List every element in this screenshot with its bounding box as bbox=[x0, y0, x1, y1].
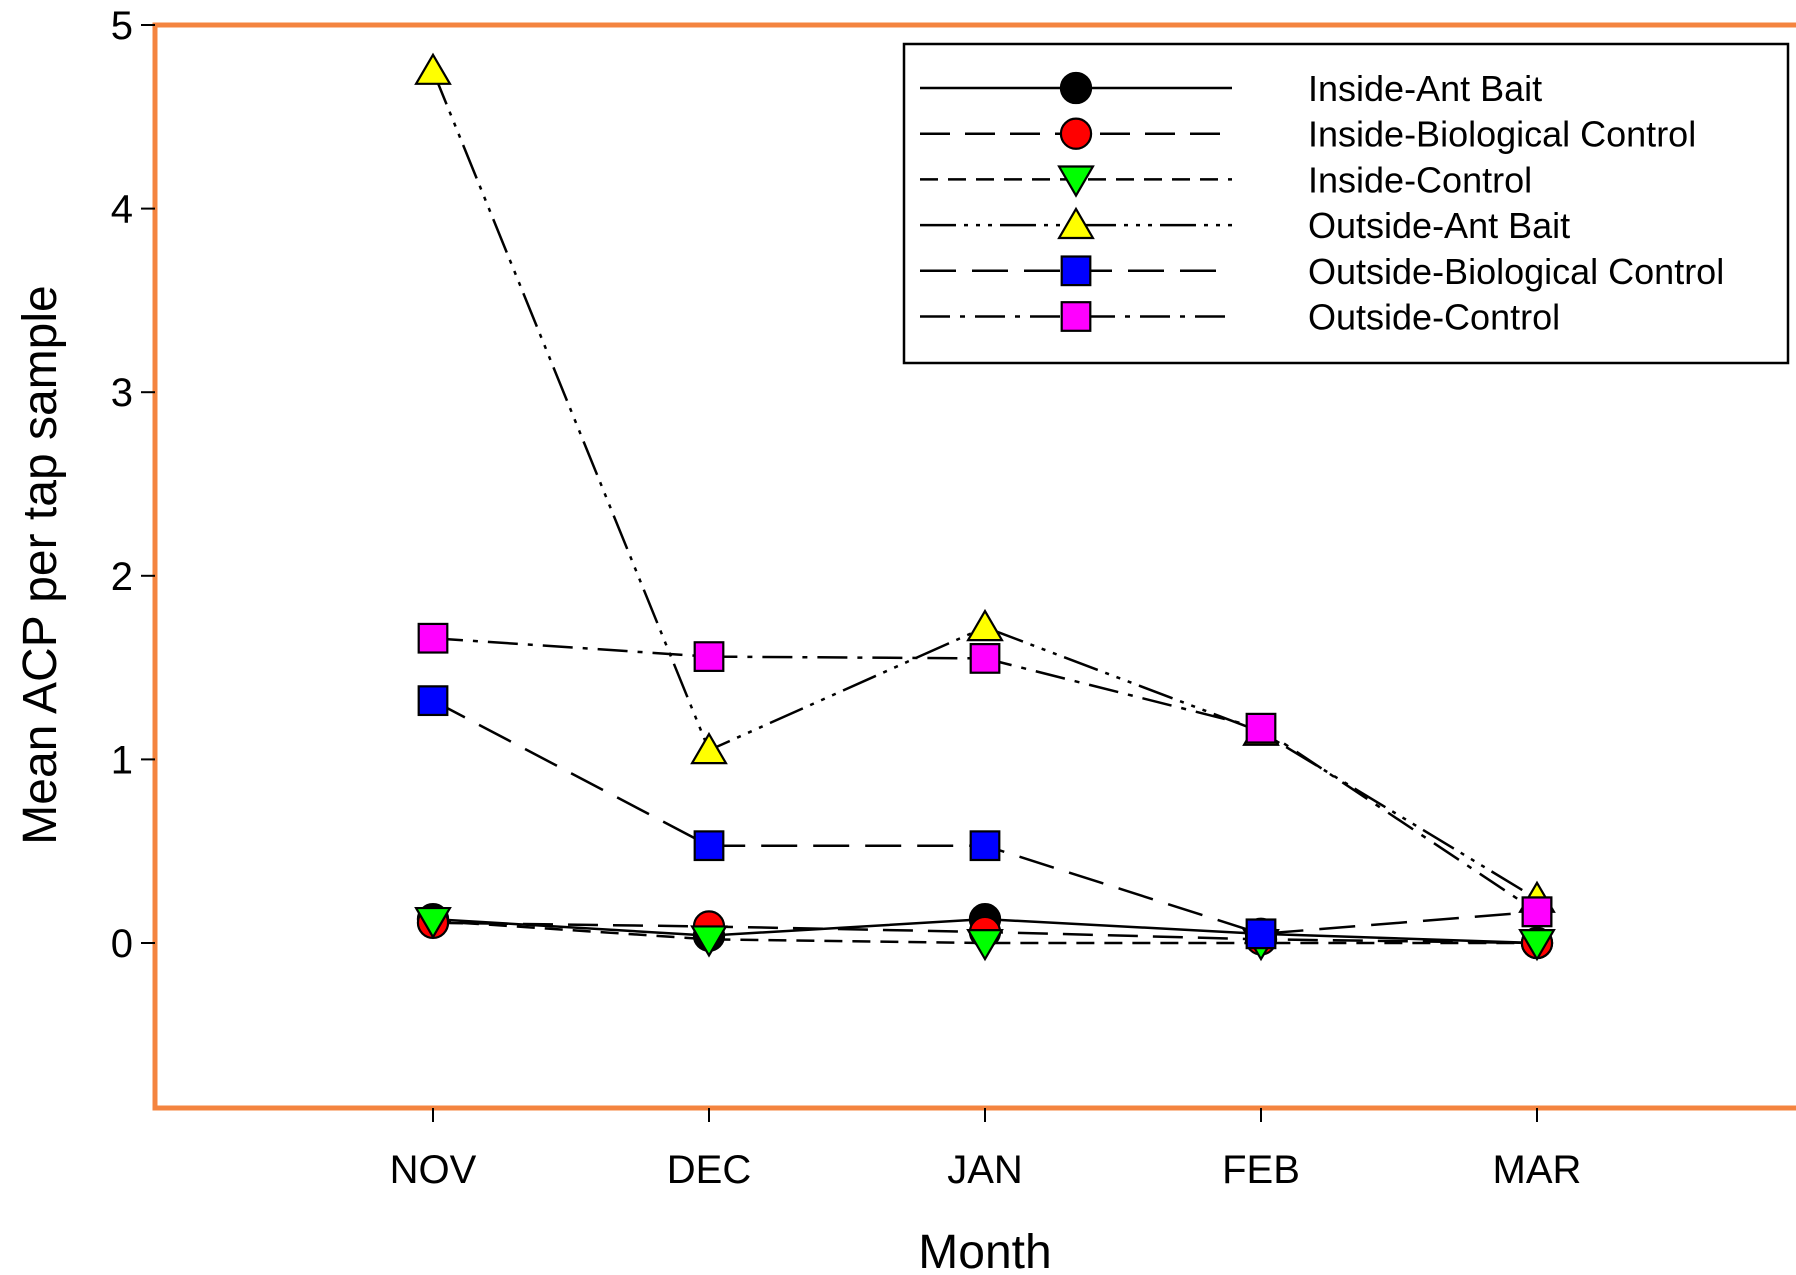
y-axis: 0 1 2 3 4 5 bbox=[111, 4, 155, 966]
data-point-outside-biological-control bbox=[971, 831, 1000, 860]
data-point-outside-biological-control bbox=[419, 686, 448, 715]
data-point-outside-control bbox=[419, 624, 448, 653]
x-axis: NOV DEC JAN FEB MAR bbox=[390, 1108, 1582, 1192]
x-tick-label: MAR bbox=[1493, 1148, 1582, 1192]
legend-marker-outside-control bbox=[1062, 302, 1091, 331]
legend-marker-outside-biological-control bbox=[1062, 257, 1091, 286]
x-tick-label: JAN bbox=[947, 1148, 1023, 1192]
legend-label-inside-ant-bait: Inside-Ant Bait bbox=[1308, 68, 1542, 109]
legend-marker-inside-biological-control bbox=[1061, 119, 1091, 149]
data-point-outside-ant-bait bbox=[416, 55, 450, 84]
y-tick-label: 5 bbox=[111, 4, 133, 48]
data-point-outside-ant-bait bbox=[968, 611, 1002, 640]
data-point-outside-control bbox=[695, 642, 724, 671]
y-tick-label: 2 bbox=[111, 555, 133, 599]
legend-label-inside-biological-control: Inside-Biological Control bbox=[1308, 114, 1696, 155]
y-tick-label: 4 bbox=[111, 188, 133, 232]
legend-label-outside-ant-bait: Outside-Ant Bait bbox=[1308, 205, 1570, 246]
data-point-outside-biological-control bbox=[1247, 920, 1276, 949]
series-line-outside-biological-control bbox=[433, 701, 1537, 934]
data-point-outside-control bbox=[1247, 714, 1276, 743]
series-line-outside-control bbox=[433, 638, 1537, 912]
data-point-outside-ant-bait bbox=[692, 734, 726, 763]
y-tick-label: 1 bbox=[111, 738, 133, 782]
y-axis-title: Mean ACP per tap sample bbox=[14, 285, 67, 844]
data-point-outside-control bbox=[971, 644, 1000, 673]
legend-label-outside-control: Outside-Control bbox=[1308, 297, 1560, 338]
data-point-inside-control bbox=[968, 930, 1002, 959]
data-point-outside-control bbox=[1523, 897, 1552, 926]
data-point-outside-biological-control bbox=[695, 831, 724, 860]
legend-label-outside-biological-control: Outside-Biological Control bbox=[1308, 251, 1724, 292]
y-tick-label: 3 bbox=[111, 371, 133, 415]
y-tick-label: 0 bbox=[111, 922, 133, 966]
x-tick-label: FEB bbox=[1222, 1148, 1300, 1192]
x-axis-title: Month bbox=[918, 1226, 1051, 1275]
legend: Inside-Ant Bait Inside-Biological Control… bbox=[904, 44, 1788, 363]
legend-label-inside-control: Inside-Control bbox=[1308, 159, 1532, 200]
x-tick-label: NOV bbox=[390, 1148, 477, 1192]
x-tick-label: DEC bbox=[667, 1148, 751, 1192]
legend-marker-inside-ant-bait bbox=[1061, 73, 1091, 103]
